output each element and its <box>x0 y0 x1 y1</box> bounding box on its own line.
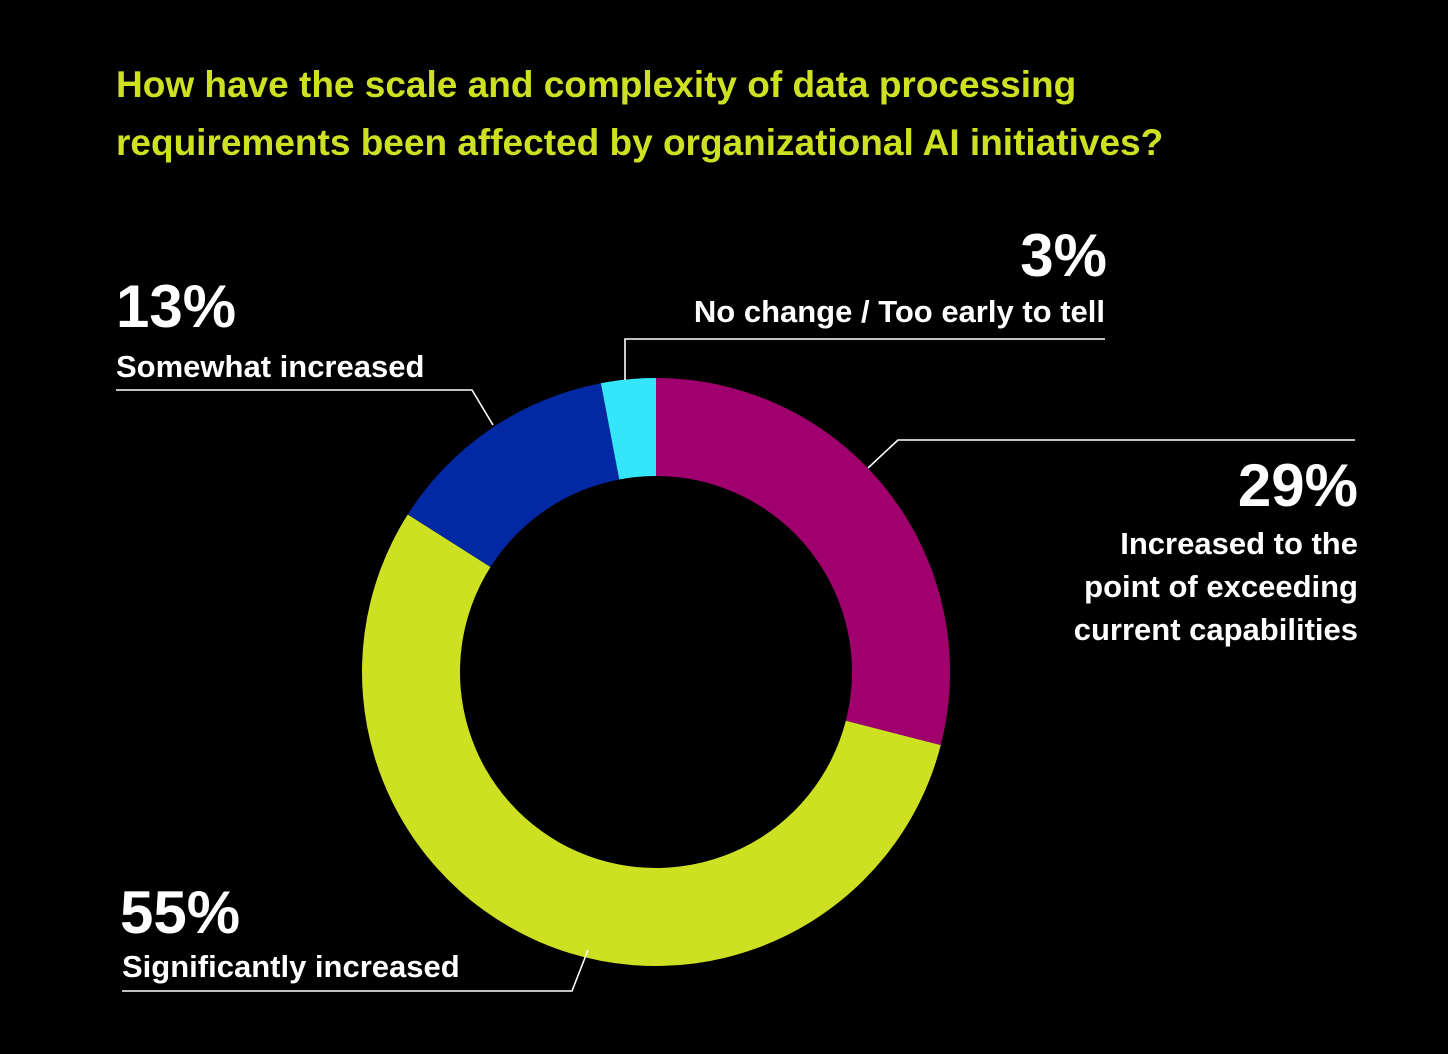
data-label-exceeding-percent: 29% <box>1238 452 1358 519</box>
chart-title-line-2: requirements been affected by organizati… <box>116 122 1164 163</box>
chart-title: How have the scale and complexity of dat… <box>116 56 1376 172</box>
donut-slice-somewhat <box>407 383 620 567</box>
donut-slice-exceeding <box>656 378 950 746</box>
data-label-somewhat-percent: 13% <box>116 273 236 340</box>
data-label-exceeding-text-line-2: point of exceeding <box>1084 569 1358 604</box>
donut-slice-significantly <box>361 514 941 967</box>
leader-line-significantly <box>122 949 589 992</box>
data-label-exceeding-text-line-1: Increased to the <box>1120 526 1358 561</box>
data-label-exceeding-text-line-3: current capabilities <box>1074 612 1358 647</box>
data-label-somewhat-text: Somewhat increased <box>116 349 424 384</box>
leader-line-exceeding <box>867 439 1355 469</box>
leader-line-somewhat <box>116 389 494 426</box>
data-label-significantly-text: Significantly increased <box>122 949 460 984</box>
data-label-nochange-text: No change / Too early to tell <box>694 294 1105 329</box>
data-label-nochange-percent: 3% <box>1020 222 1107 289</box>
donut-slice-nochange <box>600 378 656 480</box>
data-label-significantly-percent: 55% <box>120 879 240 946</box>
donut-slices <box>361 378 950 967</box>
chart-title-line-1: How have the scale and complexity of dat… <box>116 64 1077 105</box>
leader-line-nochange <box>624 338 1105 380</box>
